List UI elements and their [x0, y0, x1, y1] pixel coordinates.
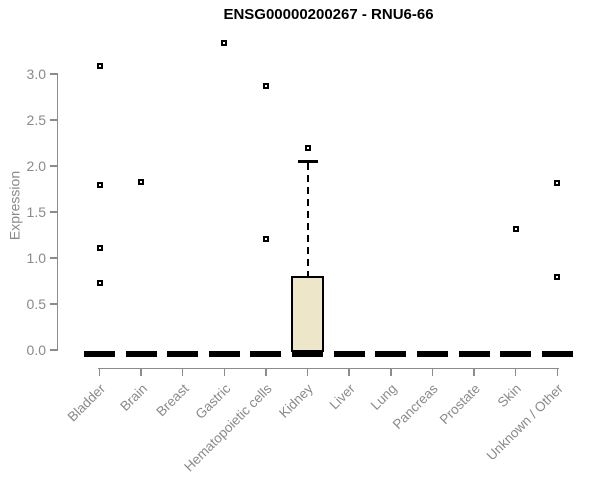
- whisker-cap: [297, 160, 318, 163]
- y-tick-label: 1.5: [26, 204, 46, 220]
- chart-title: ENSG00000200267 - RNU6-66: [223, 6, 434, 23]
- median-bar: [333, 351, 365, 357]
- whisker-line: [306, 162, 309, 277]
- box-body: [291, 276, 325, 352]
- x-tick: [473, 368, 475, 376]
- x-tick: [348, 368, 350, 376]
- median-bar: [541, 351, 573, 357]
- median-bar: [458, 351, 490, 357]
- y-tick: [50, 349, 57, 351]
- x-tick: [306, 368, 309, 376]
- outlier-point: [262, 82, 269, 89]
- x-tick: [98, 368, 101, 376]
- outlier-point: [554, 180, 561, 187]
- median-bar: [292, 351, 324, 357]
- median-bar: [84, 351, 115, 357]
- y-tick-label: 2.0: [26, 158, 46, 174]
- y-tick-label: 1.0: [26, 250, 46, 266]
- median-bar: [208, 351, 240, 357]
- y-tick: [50, 257, 57, 259]
- outlier-point: [96, 244, 103, 251]
- y-tick-label: 3.0: [26, 66, 46, 82]
- x-tick: [223, 368, 226, 376]
- y-tick: [50, 73, 57, 75]
- x-axis-line: [98, 367, 559, 369]
- median-bar: [125, 351, 157, 357]
- y-tick: [50, 165, 57, 167]
- x-tick-label-text: Unknown / Other: [483, 381, 566, 464]
- y-tick: [50, 211, 57, 213]
- median-bar: [500, 351, 532, 357]
- x-tick: [556, 368, 559, 376]
- y-axis-line: [56, 73, 58, 351]
- x-tick: [265, 368, 267, 376]
- x-tick-label: Unknown / Other: [355, 380, 566, 463]
- outlier-point: [96, 62, 103, 69]
- outlier-point: [512, 225, 519, 232]
- outlier-point: [262, 235, 269, 242]
- x-tick: [140, 368, 142, 376]
- median-bar: [416, 351, 448, 357]
- outlier-point: [138, 178, 145, 185]
- y-tick-label: 0.0: [26, 342, 46, 358]
- x-tick: [431, 368, 434, 376]
- median-bar: [375, 351, 407, 357]
- median-bar: [250, 351, 282, 357]
- y-tick: [50, 303, 57, 305]
- outlier-point: [554, 274, 561, 281]
- x-tick: [390, 368, 392, 376]
- y-tick-label: 0.5: [26, 296, 46, 312]
- y-tick-label: 2.5: [26, 112, 46, 128]
- median-bar: [167, 351, 199, 357]
- outlier-point: [96, 182, 103, 189]
- outlier-point: [221, 39, 228, 46]
- x-tick: [514, 368, 517, 376]
- y-tick: [50, 119, 57, 121]
- x-tick: [181, 368, 184, 376]
- outlier-point: [96, 279, 103, 286]
- outlier-point: [304, 144, 311, 151]
